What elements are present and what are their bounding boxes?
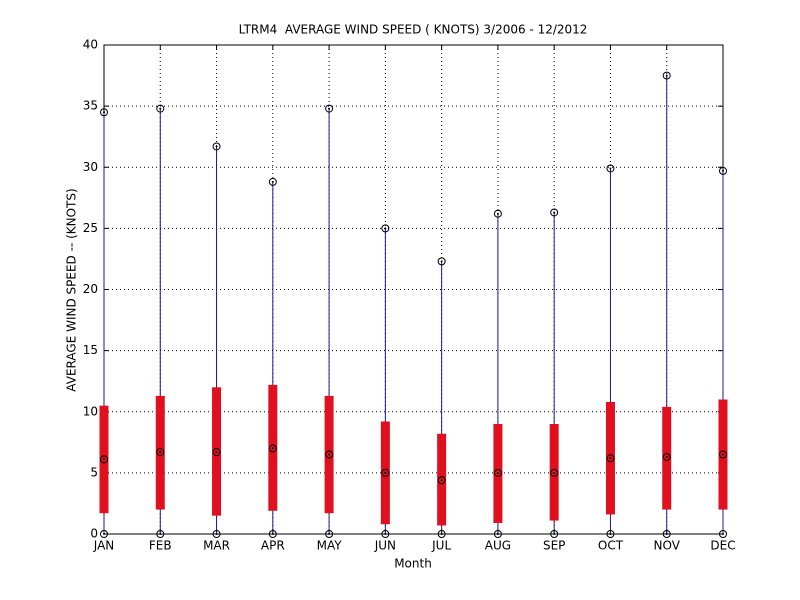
marker: [381, 530, 390, 538]
y-axis-label: AVERAGE WIND SPEED -- (KNOTS): [65, 188, 79, 391]
marker: [437, 257, 446, 266]
marker: [381, 468, 390, 477]
marker-dot: [215, 533, 218, 535]
x-tick-label: MAR: [203, 539, 230, 553]
y-tick-label: 30: [83, 160, 98, 174]
marker: [212, 142, 221, 151]
marker: [606, 454, 615, 463]
x-tick-label: DEC: [710, 539, 735, 553]
marker-dot: [496, 533, 499, 535]
marker-dot: [159, 451, 162, 454]
x-tick-label: FEB: [149, 539, 172, 553]
marker: [606, 530, 615, 538]
y-tick-label: 10: [83, 404, 98, 418]
marker-dot: [496, 471, 499, 474]
marker-dot: [103, 111, 105, 114]
y-tick-label: 5: [90, 465, 98, 479]
marker-dot: [553, 471, 556, 474]
y-tick-label: 35: [83, 99, 98, 113]
marker-dot: [440, 479, 443, 482]
marker: [662, 452, 671, 461]
marker: [550, 468, 559, 477]
marker: [212, 530, 221, 538]
marker: [325, 530, 334, 538]
x-tick-label: MAY: [317, 539, 343, 553]
marker: [268, 530, 277, 538]
marker: [550, 208, 559, 217]
marker: [437, 530, 446, 538]
x-tick-label: JAN: [93, 539, 115, 553]
marker-dot: [665, 74, 668, 77]
marker-dot: [384, 227, 387, 230]
marker-dot: [440, 260, 443, 263]
marker-dot: [159, 107, 162, 110]
marker-dot: [103, 458, 105, 461]
marker-dot: [496, 212, 499, 215]
marker: [100, 108, 108, 117]
marker-dot: [328, 107, 331, 110]
x-axis-label: Month: [394, 557, 432, 571]
marker: [662, 530, 671, 538]
marker: [156, 104, 165, 113]
marker: [325, 450, 334, 459]
marker-dot: [553, 211, 556, 214]
marker: [156, 448, 165, 457]
x-tick-label: APR: [261, 539, 285, 553]
marker-dot: [553, 533, 556, 535]
marker-dot: [609, 167, 612, 170]
marker: [493, 530, 502, 538]
x-tick-label: OCT: [598, 539, 624, 553]
marker-dot: [609, 533, 612, 535]
marker: [268, 177, 277, 186]
marker-dot: [215, 145, 218, 148]
marker: [606, 164, 615, 173]
marker-dot: [440, 533, 443, 535]
x-tick-label: NOV: [654, 539, 681, 553]
marker: [719, 530, 727, 538]
marker: [212, 448, 221, 457]
marker-dot: [722, 533, 724, 535]
marker-dot: [159, 533, 162, 535]
marker: [100, 455, 108, 464]
marker-dot: [271, 533, 274, 535]
marker-dot: [722, 453, 724, 456]
x-tick-label: JUL: [431, 539, 451, 553]
marker-dot: [665, 455, 668, 458]
marker-dot: [384, 471, 387, 474]
marker-dot: [215, 451, 218, 454]
y-tick-label: 20: [83, 282, 98, 296]
marker-dot: [271, 447, 274, 450]
marker: [325, 104, 334, 113]
marker-dot: [609, 457, 612, 460]
marker-dot: [384, 533, 387, 535]
marker-dot: [665, 533, 668, 535]
marker: [100, 530, 108, 538]
marker-dot: [722, 169, 724, 172]
box: [662, 406, 672, 510]
marker: [493, 468, 502, 477]
marker-dot: [103, 533, 105, 535]
x-tick-label: SEP: [543, 539, 565, 553]
marker: [156, 530, 165, 538]
y-tick-label: 40: [83, 38, 98, 52]
y-tick-label: 15: [83, 343, 98, 357]
marker: [493, 209, 502, 218]
y-tick-label: 25: [83, 221, 98, 235]
marker: [550, 530, 559, 538]
marker-dot: [328, 533, 331, 535]
marker: [719, 166, 727, 175]
marker: [437, 476, 446, 485]
chart-title: LTRM4 AVERAGE WIND SPEED ( KNOTS) 3/2006…: [239, 23, 588, 37]
x-tick-label: JUN: [374, 539, 396, 553]
x-tick-label: AUG: [485, 539, 511, 553]
marker-dot: [328, 453, 331, 456]
marker: [719, 450, 727, 459]
marker: [381, 224, 390, 233]
marker: [662, 71, 671, 80]
y-tick-label: 0: [90, 527, 98, 541]
marker-dot: [271, 180, 274, 183]
marker: [268, 444, 277, 453]
